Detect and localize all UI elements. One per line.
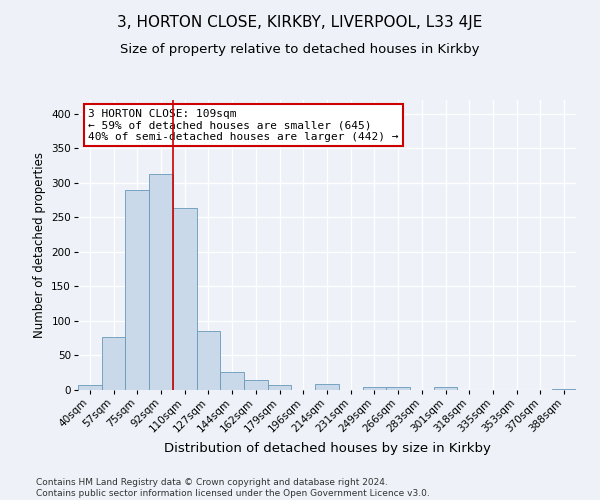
X-axis label: Distribution of detached houses by size in Kirkby: Distribution of detached houses by size … <box>164 442 490 455</box>
Bar <box>552 388 576 390</box>
Bar <box>362 387 386 390</box>
Text: 3, HORTON CLOSE, KIRKBY, LIVERPOOL, L33 4JE: 3, HORTON CLOSE, KIRKBY, LIVERPOOL, L33 … <box>118 15 482 30</box>
Text: Size of property relative to detached houses in Kirkby: Size of property relative to detached ho… <box>120 42 480 56</box>
Bar <box>197 332 220 390</box>
Bar <box>244 380 268 390</box>
Text: Contains HM Land Registry data © Crown copyright and database right 2024.
Contai: Contains HM Land Registry data © Crown c… <box>36 478 430 498</box>
Bar <box>125 190 149 390</box>
Bar <box>386 387 410 390</box>
Y-axis label: Number of detached properties: Number of detached properties <box>33 152 46 338</box>
Bar <box>78 385 102 390</box>
Bar <box>173 208 197 390</box>
Bar <box>315 384 339 390</box>
Text: 3 HORTON CLOSE: 109sqm
← 59% of detached houses are smaller (645)
40% of semi-de: 3 HORTON CLOSE: 109sqm ← 59% of detached… <box>88 108 398 142</box>
Bar <box>149 174 173 390</box>
Bar <box>220 372 244 390</box>
Bar <box>102 337 125 390</box>
Bar <box>434 387 457 390</box>
Bar <box>268 385 292 390</box>
